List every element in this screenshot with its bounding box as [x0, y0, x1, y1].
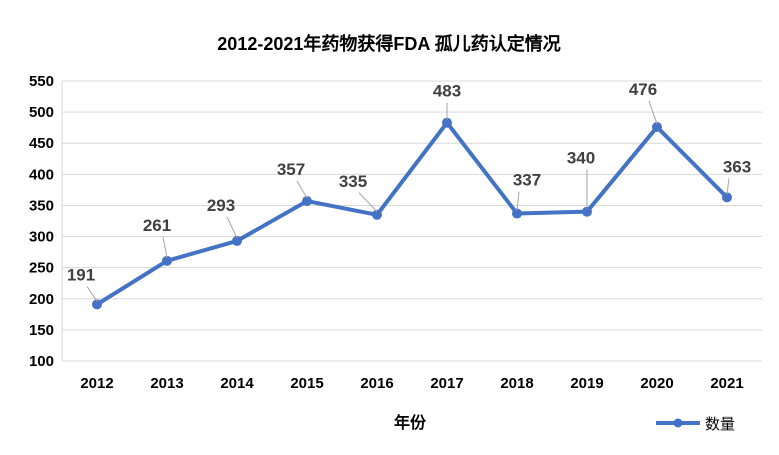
- data-label: 261: [143, 216, 171, 235]
- data-point: [372, 209, 382, 220]
- grid-lines: [62, 80, 762, 362]
- y-tick-label: 100: [29, 353, 54, 370]
- data-point: [302, 196, 312, 207]
- data-label-leader: [516, 191, 520, 211]
- legend: 数量: [656, 416, 735, 433]
- x-tick-label: 2016: [360, 375, 393, 392]
- data-label-leader: [296, 180, 308, 199]
- x-tick-label: 2021: [710, 375, 743, 392]
- data-label: 357: [277, 160, 305, 179]
- data-label: 337: [513, 171, 541, 190]
- series-line-path: [95, 120, 729, 307]
- x-axis-title: 年份: [394, 413, 427, 432]
- axes: 100 150 200 250 300 350 400 450 500 550 2012 2013 20…: [29, 73, 744, 392]
- y-tick-label: 150: [29, 322, 54, 339]
- data-point: [162, 255, 172, 266]
- data-label-leader: [726, 178, 730, 195]
- data-label-leader: [162, 236, 168, 258]
- x-tick-label: 2013: [150, 375, 183, 392]
- data-label: 476: [629, 80, 657, 99]
- data-label-leader: [648, 100, 658, 125]
- x-tick-label: 2018: [500, 375, 533, 392]
- data-label-leader: [86, 286, 98, 302]
- data-label: 483: [433, 82, 461, 101]
- data-point: [582, 206, 592, 217]
- data-label: 293: [207, 196, 235, 215]
- data-point: [232, 235, 242, 246]
- legend-label: 数量: [705, 416, 735, 433]
- y-tick-label: 350: [29, 197, 54, 214]
- y-tick-label: 450: [29, 135, 54, 152]
- data-point: [722, 192, 732, 203]
- data-point: [512, 208, 522, 219]
- data-label-leader: [358, 192, 378, 213]
- y-tick-label: 550: [29, 73, 54, 90]
- data-label: 335: [339, 172, 367, 191]
- x-tick-label: 2017: [430, 375, 463, 392]
- y-tick-label: 250: [29, 260, 54, 277]
- data-point: [92, 299, 102, 310]
- data-labels: 191 261 293 357 335 483 337 340 476 363: [67, 80, 751, 302]
- x-tick-label: 2012: [80, 375, 113, 392]
- data-point: [652, 122, 662, 133]
- chart-title: 2012-2021年药物获得FDA 孤儿药认定情况: [217, 33, 560, 54]
- x-tick-label: 2020: [640, 375, 673, 392]
- y-tick-label: 500: [29, 104, 54, 121]
- y-tick-label: 400: [29, 166, 54, 183]
- data-label: 191: [67, 265, 95, 284]
- x-tick-label: 2019: [570, 375, 603, 392]
- legend-point-marker: [673, 418, 683, 428]
- data-point: [442, 117, 452, 128]
- y-tick-label: 200: [29, 291, 54, 308]
- series-line: [92, 117, 732, 310]
- data-label-leader: [226, 216, 238, 239]
- x-tick-label: 2014: [220, 375, 254, 392]
- data-label: 363: [723, 157, 751, 176]
- y-tick-label: 300: [29, 229, 54, 246]
- data-label: 340: [567, 149, 595, 168]
- x-tick-label: 2015: [290, 375, 323, 392]
